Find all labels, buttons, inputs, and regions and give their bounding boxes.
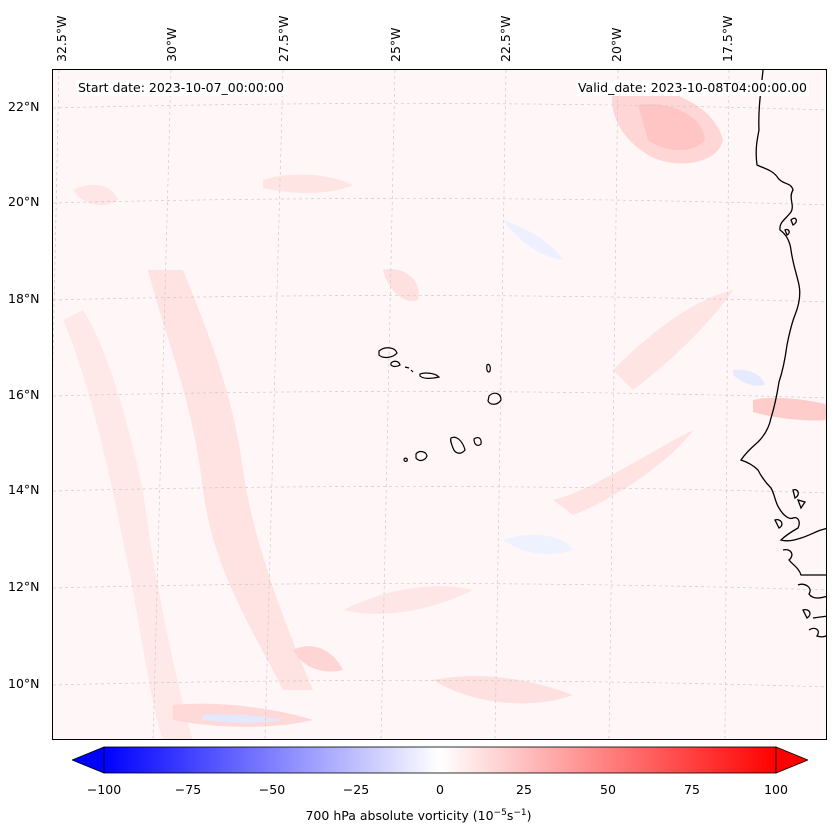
african-coastline (739, 70, 826, 638)
lon-label-22-5w: 22.5°W (498, 15, 513, 62)
lon-label-25w: 25°W (388, 27, 403, 62)
cb-tick-m75: −75 (174, 782, 202, 797)
colorbar-low-extend (72, 746, 105, 774)
vorticity-field (63, 87, 826, 739)
colorbar-high-extend (775, 746, 808, 774)
cb-tick-100: 100 (764, 782, 788, 797)
map-canvas (53, 70, 826, 739)
cb-tick-m50: −50 (258, 782, 286, 797)
lon-label-32-5w: 32.5°W (54, 15, 69, 62)
lon-label-27-5w: 27.5°W (276, 15, 291, 62)
colorbar-body (103, 746, 777, 774)
lon-label-30w: 30°W (164, 27, 179, 62)
lat-label-16n: 16°N (8, 387, 40, 402)
cb-tick-m100: −100 (86, 782, 122, 797)
map-panel[interactable] (52, 69, 827, 740)
cb-tick-25: 25 (516, 782, 532, 797)
lon-label-20w: 20°W (609, 27, 624, 62)
lon-label-17-5w: 17.5°W (720, 15, 735, 62)
cape-verde-islands (378, 347, 502, 462)
cb-tick-50: 50 (600, 782, 616, 797)
colorbar-title: 700 hPa absolute vorticity (10−5s−1) (305, 808, 532, 824)
lat-label-12n: 12°N (8, 579, 40, 594)
colorbar (72, 746, 808, 774)
map-gridlines (53, 70, 826, 739)
cb-tick-m25: −25 (342, 782, 370, 797)
lat-label-14n: 14°N (8, 482, 40, 497)
lat-label-10n: 10°N (8, 676, 40, 691)
lat-label-20n: 20°N (8, 194, 40, 209)
cb-tick-0: 0 (436, 782, 444, 797)
valid-date-label: Valid_date: 2023-10-08T04:00:00.00 (575, 80, 809, 96)
lat-label-18n: 18°N (8, 291, 40, 306)
start-date-label: Start date: 2023-10-07_00:00:00 (76, 80, 286, 96)
cb-tick-75: 75 (684, 782, 700, 797)
lat-label-22n: 22°N (8, 99, 40, 114)
